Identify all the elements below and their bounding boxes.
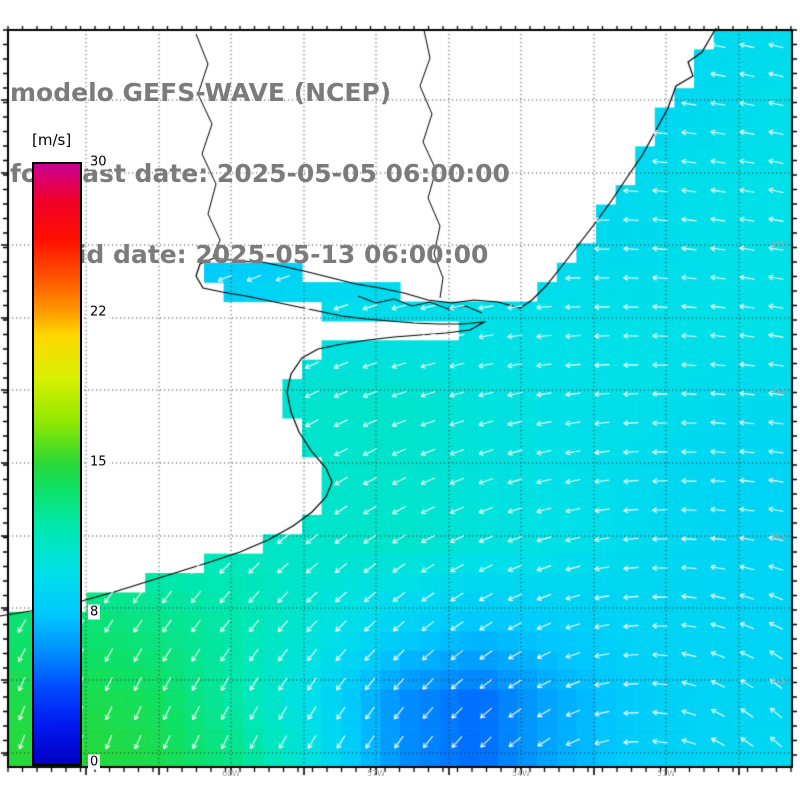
forecast-date-line: forecast date: 2025-05-05 06:00:00 <box>10 159 510 188</box>
valid-date-line: valid date: 2025-05-13 06:00:00 <box>10 240 489 269</box>
model-title: modelo GEFS-WAVE (NCEP) <box>10 78 392 107</box>
chart-title-block: modelo GEFS-WAVE (NCEP) forecast date: 2… <box>10 25 510 322</box>
